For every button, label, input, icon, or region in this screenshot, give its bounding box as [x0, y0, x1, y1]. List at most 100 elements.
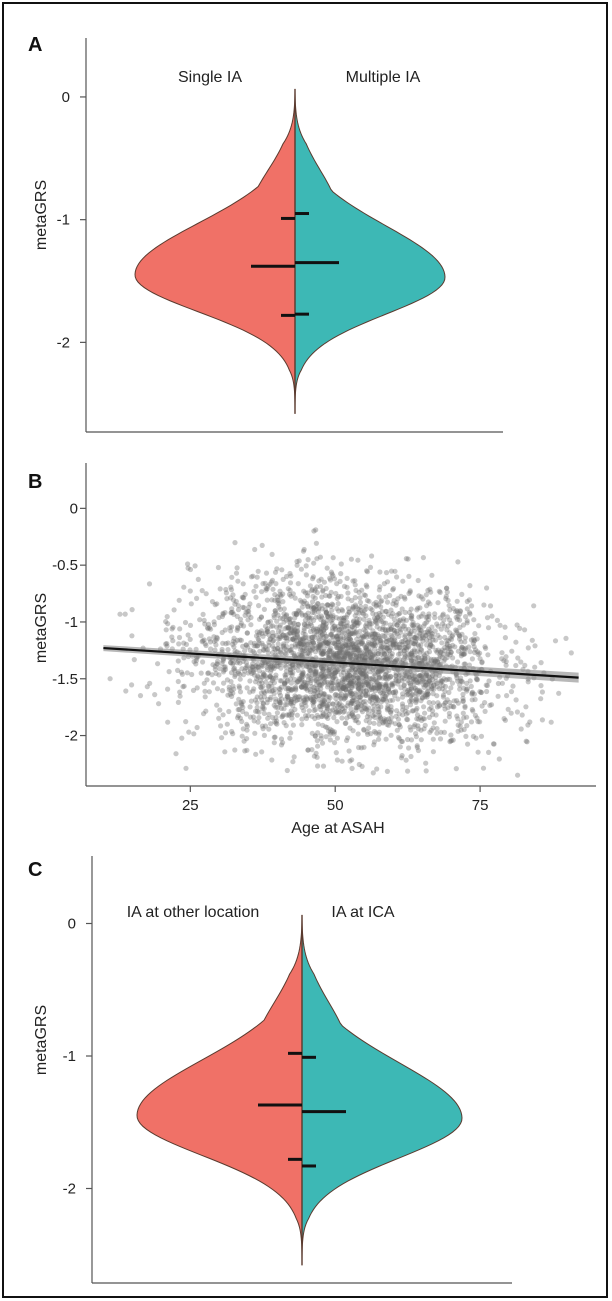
scatter-point [316, 605, 322, 611]
scatter-point [353, 647, 359, 653]
scatter-point [402, 651, 408, 657]
scatter-point [275, 705, 281, 711]
scatter-point [418, 647, 425, 653]
scatter-point [426, 649, 433, 655]
scatter-point [431, 720, 437, 726]
scatter-point [402, 670, 409, 676]
scatter-point [409, 652, 415, 658]
scatter-point [415, 674, 421, 680]
scatter-point [274, 718, 280, 724]
scatter-point [437, 651, 443, 658]
scatter-point [327, 726, 333, 732]
scatter-point [304, 663, 310, 670]
scatter-point [228, 670, 235, 676]
scatter-point [378, 644, 384, 650]
scatter-point [330, 652, 337, 658]
scatter-point [332, 625, 338, 631]
scatter-point [416, 626, 422, 633]
scatter-point [331, 671, 337, 677]
scatter-point [463, 733, 469, 740]
scatter-point [343, 650, 349, 656]
scatter-point [409, 612, 415, 618]
scatter-point [413, 707, 419, 713]
scatter-point [322, 622, 328, 629]
scatter-point [243, 642, 249, 648]
scatter-point [284, 643, 290, 650]
scatter-point [244, 747, 250, 753]
scatter-point [376, 587, 382, 593]
scatter-point [319, 594, 325, 600]
scatter-point [298, 684, 305, 690]
scatter-point [205, 670, 211, 676]
scatter-point [231, 665, 238, 671]
scatter-point [289, 712, 295, 718]
scatter-point [453, 627, 459, 633]
scatter-point [406, 626, 412, 633]
scatter-point [466, 597, 472, 603]
scatter-point [214, 686, 221, 692]
scatter-point [434, 621, 440, 627]
scatter-point [384, 656, 390, 662]
scatter-point [424, 672, 430, 678]
scatter-point [338, 571, 344, 577]
scatter-point [339, 703, 345, 709]
scatter-point [445, 650, 451, 656]
scatter-point [297, 640, 303, 647]
scatter-point [322, 675, 328, 681]
scatter-point [287, 616, 293, 622]
scatter-point [270, 650, 276, 656]
scatter-point [230, 690, 236, 696]
scatter-point [344, 648, 351, 654]
scatter-point [408, 629, 414, 635]
scatter-point [352, 630, 358, 636]
scatter-point [400, 578, 406, 584]
scatter-point [425, 599, 431, 605]
scatter-point [281, 706, 287, 712]
scatter-point [351, 631, 357, 637]
panel-a-group-right-label: Multiple IA [346, 69, 421, 86]
scatter-point [394, 622, 400, 628]
scatter-point [267, 581, 273, 587]
scatter-point [329, 672, 335, 678]
scatter-point [347, 689, 353, 695]
scatter-point [164, 643, 170, 649]
scatter-point [230, 641, 236, 647]
scatter-point [470, 640, 476, 647]
scatter-point [284, 767, 290, 774]
scatter-point [250, 664, 256, 670]
scatter-point [414, 648, 421, 654]
scatter-point [323, 724, 329, 730]
scatter-point [385, 626, 391, 633]
scatter-point [383, 638, 389, 645]
scatter-point [289, 649, 295, 655]
scatter-point [422, 710, 428, 716]
scatter-point [308, 620, 314, 627]
scatter-point [314, 685, 320, 692]
scatter-point [347, 679, 353, 685]
scatter-point [351, 714, 357, 720]
scatter-point [348, 692, 354, 699]
scatter-point [394, 628, 400, 634]
scatter-point [444, 642, 450, 648]
scatter-point [359, 671, 365, 677]
scatter-point [229, 624, 235, 630]
scatter-point [353, 620, 359, 626]
scatter-point [211, 638, 217, 645]
scatter-point [300, 663, 306, 670]
scatter-point [336, 630, 342, 636]
scatter-point [405, 556, 411, 562]
scatter-point [280, 599, 286, 605]
scatter-point [345, 629, 352, 635]
scatter-point [420, 695, 426, 701]
scatter-point [484, 585, 490, 591]
scatter-point [429, 658, 435, 664]
scatter-point [489, 613, 495, 619]
scatter-point [416, 716, 422, 722]
scatter-point [357, 628, 363, 635]
scatter-point [393, 689, 399, 696]
scatter-point [305, 603, 311, 609]
scatter-point [324, 640, 330, 646]
scatter-point [467, 678, 473, 684]
scatter-point [427, 641, 434, 647]
scatter-point [343, 642, 349, 648]
